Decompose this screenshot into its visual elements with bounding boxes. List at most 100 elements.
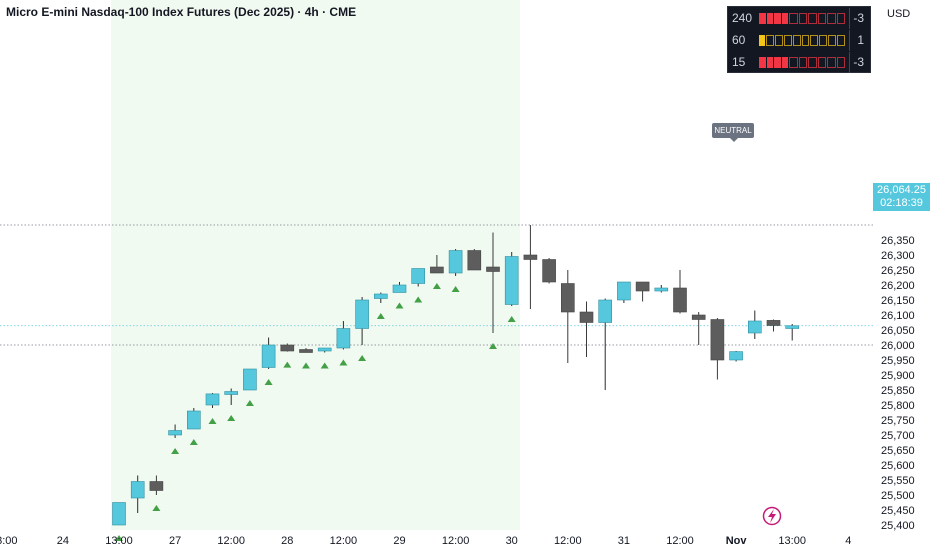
strength-cell bbox=[783, 35, 792, 46]
divider bbox=[849, 8, 850, 29]
trend-strength-panel: 240 -3 60 1 15 -3 bbox=[727, 6, 871, 73]
time-tick-label: 24 bbox=[57, 535, 69, 547]
candle-body bbox=[299, 349, 313, 353]
candle-body bbox=[673, 287, 687, 313]
strength-cell bbox=[766, 57, 773, 68]
buy-marker bbox=[245, 400, 254, 406]
strength-cell bbox=[792, 35, 801, 46]
time-tick-label: 13:00 bbox=[105, 535, 133, 547]
price-tick-label: 25,650 bbox=[881, 445, 915, 457]
candle-body bbox=[411, 268, 426, 284]
divider bbox=[849, 30, 850, 51]
strength-cell bbox=[810, 35, 819, 46]
price-tick-label: 26,200 bbox=[881, 280, 915, 292]
candle-body bbox=[766, 320, 781, 326]
strength-cell bbox=[827, 13, 836, 24]
price-axis[interactable]: 25,400 25,450 25,500 25,550 25,600 25,650 25,7… bbox=[881, 235, 915, 532]
strength-cell bbox=[789, 57, 798, 68]
strength-cell bbox=[789, 13, 798, 24]
buy-marker bbox=[358, 355, 367, 361]
buy-marker bbox=[507, 316, 516, 322]
price-tick-label: 25,850 bbox=[881, 385, 915, 397]
price-tick-label: 26,250 bbox=[881, 265, 915, 277]
time-tick-label: 13:00 bbox=[778, 535, 806, 547]
buy-marker bbox=[171, 448, 180, 454]
buy-marker bbox=[302, 362, 310, 369]
strength-cell bbox=[817, 57, 826, 68]
price-tick-label: 25,500 bbox=[881, 490, 915, 502]
candle-bodies bbox=[112, 250, 800, 526]
candle-body bbox=[579, 311, 594, 323]
price-tick-label: 26,300 bbox=[881, 250, 915, 262]
strength-cell bbox=[827, 57, 836, 68]
candle-body bbox=[542, 259, 556, 283]
time-tick-label: 12:00 bbox=[442, 535, 470, 547]
strength-cell bbox=[781, 13, 788, 24]
candle-body bbox=[261, 344, 276, 368]
strength-value: -3 bbox=[853, 55, 864, 69]
currency-label[interactable]: USD bbox=[887, 8, 911, 20]
price-tick-label: 25,600 bbox=[881, 460, 915, 472]
buy-marker bbox=[451, 286, 460, 292]
buy-marker bbox=[489, 343, 497, 349]
buy-marker bbox=[189, 439, 198, 445]
buy-marker bbox=[283, 361, 292, 368]
price-tick-label: 25,800 bbox=[881, 400, 915, 412]
strength-cell bbox=[774, 35, 783, 46]
buy-marker bbox=[432, 283, 441, 289]
candle-body bbox=[355, 299, 369, 329]
buy-marker bbox=[264, 379, 273, 385]
candle-body bbox=[112, 502, 126, 526]
strength-cell bbox=[798, 57, 807, 68]
candle-body bbox=[729, 351, 743, 361]
timeframe-label: 240 bbox=[732, 11, 753, 25]
price-tick-label: 25,750 bbox=[881, 415, 915, 427]
neutral-label: NEUTRAL bbox=[712, 123, 754, 138]
time-tick-label: 4 bbox=[845, 535, 851, 547]
candle-body bbox=[168, 430, 182, 436]
candle-body bbox=[187, 410, 201, 430]
time-tick-label: 12:00 bbox=[666, 535, 694, 547]
strength-cell bbox=[765, 35, 774, 46]
buy-marker bbox=[152, 505, 161, 511]
indicator-row-15: 15 -3 bbox=[728, 52, 870, 73]
time-tick-label: 12:00 bbox=[554, 535, 582, 547]
price-tick-label: 26,150 bbox=[881, 295, 915, 307]
candle-body bbox=[373, 293, 388, 299]
price-tick-label: 26,350 bbox=[881, 235, 915, 247]
price-tick-label: 25,450 bbox=[881, 505, 915, 517]
candle-body bbox=[617, 281, 631, 301]
candle-body bbox=[130, 481, 145, 499]
candle-body bbox=[205, 393, 220, 406]
price-tick-label: 26,100 bbox=[881, 310, 915, 322]
time-axis[interactable]: 3:00 24 13:00 27 12:00 28 12:00 29 12:00 30 12:00 3… bbox=[0, 535, 851, 547]
time-tick-label: 30 bbox=[506, 535, 518, 547]
strength-cell bbox=[759, 35, 765, 46]
price-tick-label: 25,700 bbox=[881, 430, 915, 442]
timeframe-label: 60 bbox=[732, 33, 746, 47]
strength-cell bbox=[801, 35, 810, 46]
bar-countdown: 02:18:39 bbox=[880, 197, 923, 209]
time-tick-label: 3:00 bbox=[0, 535, 18, 547]
flash-icon[interactable] bbox=[762, 506, 782, 526]
candle-body bbox=[598, 299, 613, 323]
strength-bar bbox=[759, 13, 846, 24]
time-tick-label: 12:00 bbox=[217, 535, 245, 547]
strength-cell bbox=[836, 13, 845, 24]
candle-body bbox=[654, 287, 669, 292]
time-tick-label: 27 bbox=[169, 535, 181, 547]
strength-cell bbox=[836, 57, 845, 68]
strength-value: -3 bbox=[853, 11, 864, 25]
price-tick-label: 25,400 bbox=[881, 520, 915, 532]
time-tick-label: 12:00 bbox=[330, 535, 358, 547]
buy-marker bbox=[208, 418, 217, 424]
buy-marker bbox=[395, 302, 404, 309]
candle-body bbox=[224, 391, 238, 395]
candle-body bbox=[448, 250, 463, 274]
candle-body bbox=[747, 320, 762, 334]
last-price-tag: 26,064.25 02:18:39 bbox=[873, 183, 930, 211]
divider bbox=[849, 52, 850, 73]
buy-markers bbox=[115, 283, 516, 541]
strength-cell bbox=[759, 57, 766, 68]
